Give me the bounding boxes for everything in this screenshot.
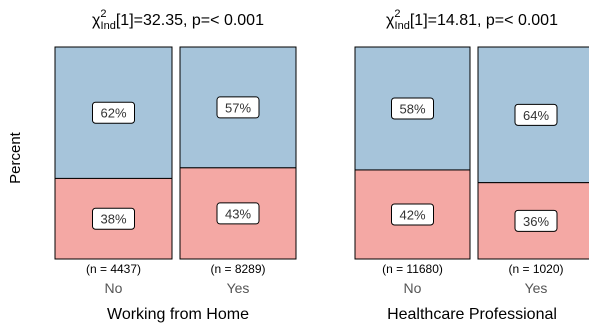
panel-1-bar-0-top-label: 58% [399, 101, 425, 116]
panel-0-tick-label-0: No [105, 280, 123, 296]
panel-1-bar-1-top-label: 64% [523, 108, 549, 123]
panel-1-title: χ2 Ind[1]=14.81, p=< 0.001 [386, 8, 558, 32]
panel-1-tick-label-0: No [404, 280, 422, 296]
panel-0-bar-0-bottom-label-box [92, 207, 135, 230]
panel-1-bar-1-bottom-label: 36% [523, 214, 549, 229]
panel-0-bar-0-top-label-box [92, 101, 135, 124]
y-axis-label: Percent [7, 131, 24, 184]
panel-1-tick-label-1: Yes [525, 280, 548, 296]
panel-0-bar-0-top-label: 62% [100, 106, 126, 121]
panel-1-bar-1-top-label-box [514, 103, 558, 126]
panel-1-bar-0-n-label: (n = 11680) [382, 262, 443, 276]
panel-1-bar-1-n-label: (n = 1020) [508, 262, 563, 276]
panel-0-bar-0-n-label: (n = 4437) [86, 262, 141, 276]
panel-0-bar-1-bottom-label: 43% [225, 206, 251, 221]
panel-0-bar-1-top-label: 57% [225, 100, 251, 115]
panel-0-bar-1-n-label: (n = 8289) [210, 262, 265, 276]
panel-0-tick-label-1: Yes [227, 280, 250, 296]
panel-1-bar-0-bottom-label-box [391, 203, 434, 226]
panel-1-x-axis-label: Healthcare Professional [387, 306, 557, 323]
panel-1-bar-0-bottom-label: 42% [399, 207, 425, 222]
panel-0-x-axis-label: Working from Home [107, 306, 249, 323]
panel-0-bar-1-bottom-label-box [216, 202, 260, 225]
panel-0-bar-0-bottom-label: 38% [100, 212, 126, 227]
panel-1-bar-0-top-label-box [391, 97, 434, 120]
panel-0-bar-1-top-label-box [216, 96, 260, 119]
panel-0-title: χ2 Ind[1]=32.35, p=< 0.001 [92, 8, 264, 32]
panel-1-bar-1-bottom-label-box [514, 209, 558, 232]
